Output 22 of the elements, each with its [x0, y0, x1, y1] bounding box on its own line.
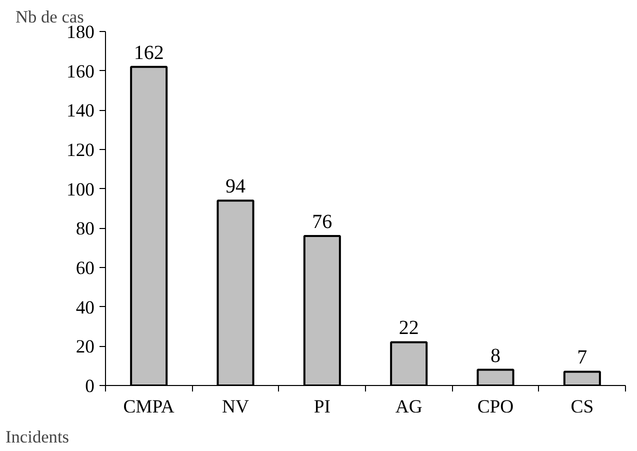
- x-tick-label: NV: [222, 396, 250, 418]
- x-tick-label: CPO: [477, 396, 514, 418]
- data-label: 8: [490, 344, 500, 367]
- y-tick-label: 0: [85, 376, 94, 397]
- y-tick-label: 120: [66, 140, 94, 161]
- x-tick-label: CS: [570, 396, 594, 418]
- data-label: 7: [577, 346, 588, 369]
- data-label: 22: [398, 317, 419, 340]
- x-tick-label: PI: [314, 396, 330, 418]
- data-label: 162: [134, 42, 164, 64]
- y-tick-label: 80: [76, 218, 94, 240]
- y-tick-label: 140: [66, 100, 94, 122]
- x-tick-label: CMPA: [123, 396, 175, 418]
- y-tick-label: 60: [76, 258, 94, 279]
- y-tick-label: 160: [66, 61, 94, 82]
- y-tick-label: 40: [76, 297, 94, 318]
- data-label: 94: [226, 176, 246, 198]
- x-tick-label: AG: [395, 396, 422, 418]
- x-axis-title: Incidents: [6, 428, 70, 446]
- y-tick-label: 20: [76, 336, 94, 358]
- data-label: 76: [312, 211, 332, 234]
- y-tick-label: 100: [66, 179, 94, 200]
